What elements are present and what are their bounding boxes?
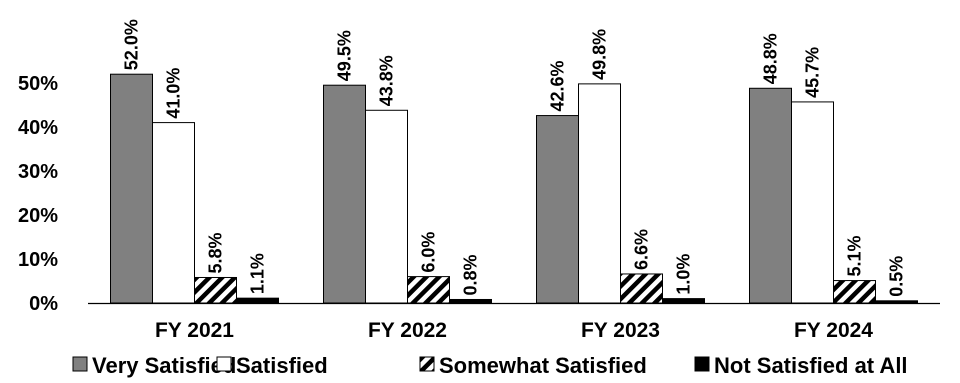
legend-swatch [419,356,435,372]
bar-satisfied [578,83,621,304]
legend-item-somewhat-satisfied: Somewhat Satisfied [419,353,647,378]
x-tick-label: FY 2021 [155,319,234,342]
legend-label: Somewhat Satisfied [439,353,647,378]
bar-somewhat-satisfied [194,276,237,304]
bars [110,73,918,304]
data-label: 5.1% [845,236,865,277]
data-label: 6.0% [419,232,439,273]
data-label: 52.0% [122,19,142,70]
bar-very-satisfied [110,73,153,304]
data-label: 1.1% [248,253,268,294]
data-label: 43.8% [377,55,397,106]
bar-somewhat-satisfied [620,273,663,304]
data-label: 6.6% [632,229,652,270]
legend-item-not-satisfied-at-all: Not Satisfied at All [694,353,908,378]
x-tick-label: FY 2022 [368,319,447,342]
legend-swatch [694,356,710,372]
y-tick-label: 20% [18,205,58,227]
bar-not-satisfied-at-all [236,297,279,304]
data-label: 1.0% [674,254,694,295]
data-label: 42.6% [548,61,568,112]
bar-satisfied [791,101,834,304]
y-tick-label: 40% [18,117,58,139]
bar-very-satisfied [749,87,792,304]
bar-not-satisfied-at-all [449,298,492,304]
legend-label: Satisfied [236,353,328,378]
bar-somewhat-satisfied [833,280,876,304]
bar-not-satisfied-at-all [875,300,918,304]
x-tick-label: FY 2024 [794,319,873,342]
y-axis: 0% 10% 20% 30% 40% 50% [18,73,58,315]
data-label: 5.8% [206,232,226,273]
data-label: 41.0% [164,68,184,119]
data-label: 0.5% [887,256,907,297]
data-label: 49.8% [590,29,610,80]
legend-swatch [216,356,232,372]
legend-item-very-satisfied: Very Satisfied [72,353,236,378]
bar-satisfied [365,109,408,304]
data-label: 48.8% [761,33,781,84]
y-tick-label: 0% [29,293,58,315]
x-axis: FY 2021 FY 2022 FY 2023 FY 2024 [155,319,873,342]
bar-very-satisfied [536,115,579,304]
bar-very-satisfied [323,84,366,304]
data-label: 0.8% [461,254,481,295]
bar-satisfied [152,122,195,304]
legend-swatch [72,356,88,372]
y-tick-label: 30% [18,161,58,183]
bar-somewhat-satisfied [407,276,450,304]
y-tick-label: 10% [18,249,58,271]
x-tick-label: FY 2023 [581,319,660,342]
legend: Very Satisfied Satisfied Somewhat Satisfie… [72,353,908,378]
data-labels: 52.0% 41.0% 5.8% 1.1% 49.5% 43.8% 6.0% 0.8% 42.6… [122,19,907,297]
legend-item-satisfied: Satisfied [216,353,328,378]
data-label: 49.5% [335,30,355,81]
bar-not-satisfied-at-all [662,298,705,304]
legend-label: Very Satisfied [92,353,236,378]
y-tick-label: 50% [18,73,58,95]
legend-label: Not Satisfied at All [714,353,908,378]
data-label: 45.7% [803,47,823,98]
